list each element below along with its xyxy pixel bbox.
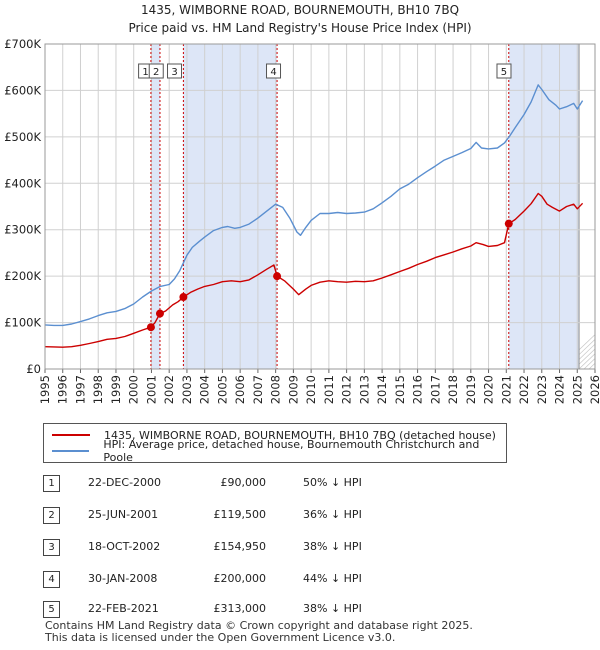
legend-label-property: 1435, WIMBORNE ROAD, BOURNEMOUTH, BH10 7… <box>104 428 496 442</box>
footer-copyright: Contains HM Land Registry data © Crown c… <box>45 619 473 632</box>
x-tick-label: 2008 <box>269 375 283 404</box>
row-price: £90,000 <box>220 476 267 489</box>
table-row: 5 22-FEB-2021 £313,000 38% ↓ HPI <box>43 598 513 618</box>
projection-hatch <box>583 358 596 369</box>
sale-number-label: 1 <box>142 67 148 78</box>
sale-number-label: 4 <box>270 67 276 78</box>
x-tick-label: 1997 <box>73 375 87 404</box>
x-tick-label: 1998 <box>91 375 105 404</box>
x-tick-label: 2002 <box>162 375 176 404</box>
row-hpi-diff: 50% ↓ HPI <box>303 476 362 489</box>
y-tick-label: £0 <box>26 362 41 376</box>
x-tick-label: 2003 <box>180 375 194 404</box>
x-tick-label: 2017 <box>428 375 442 404</box>
x-tick-label: 2007 <box>251 375 265 404</box>
x-tick-label: 2014 <box>375 375 389 404</box>
x-tick-label: 2000 <box>127 375 141 404</box>
x-tick-label: 2021 <box>499 375 513 404</box>
sale-number-label: 2 <box>153 67 159 78</box>
row-date: 22-DEC-2000 <box>88 476 162 489</box>
x-tick-label: 2023 <box>535 375 549 404</box>
y-tick-label: £700K <box>4 37 41 51</box>
x-tick-label: 2011 <box>322 375 336 404</box>
hpi-line <box>44 84 584 327</box>
table-row: 1 22-DEC-2000 £90,000 50% ↓ HPI <box>43 472 513 492</box>
x-tick-label: 2005 <box>215 375 229 404</box>
sale-point <box>155 309 164 318</box>
x-tick-label: 2025 <box>570 375 584 404</box>
x-tick-label: 2010 <box>304 375 318 404</box>
x-tick-label: 2012 <box>340 375 354 404</box>
y-tick-label: £500K <box>4 130 41 144</box>
sale-number-box <box>266 63 282 79</box>
row-number-badge: 2 <box>43 507 60 524</box>
x-tick-label: 2015 <box>393 375 407 404</box>
row-number-badge: 5 <box>43 601 60 618</box>
x-tick-label: 2004 <box>198 375 212 404</box>
row-hpi-diff: 44% ↓ HPI <box>303 572 362 585</box>
footer-license: This data is licensed under the Open Gov… <box>45 631 396 644</box>
row-price: £200,000 <box>213 572 267 585</box>
sale-number-label: 3 <box>171 67 177 78</box>
row-hpi-diff: 36% ↓ HPI <box>303 508 362 521</box>
y-tick-label: £400K <box>4 176 41 190</box>
y-tick-label: £100K <box>4 316 41 330</box>
x-tick-label: 2026 <box>588 375 600 404</box>
legend-swatch-blue <box>52 450 90 452</box>
legend-item-hpi: HPI: Average price, detached house, Bour… <box>52 438 506 464</box>
x-tick-label: 2009 <box>286 375 300 404</box>
row-date: 25-JUN-2001 <box>88 508 159 521</box>
table-row: 3 18-OCT-2002 £154,950 38% ↓ HPI <box>43 536 513 556</box>
row-number-badge: 4 <box>43 571 60 588</box>
sale-number-box <box>148 63 164 79</box>
legend: 1435, WIMBORNE ROAD, BOURNEMOUTH, BH10 7… <box>43 423 507 464</box>
row-price: £313,000 <box>213 602 267 615</box>
x-tick-label: 2013 <box>357 375 371 404</box>
row-hpi-diff: 38% ↓ HPI <box>303 602 362 615</box>
x-tick-label: 1999 <box>109 375 123 404</box>
sale-point <box>273 272 282 281</box>
x-tick-label: 2006 <box>233 375 247 404</box>
table-row: 4 30-JAN-2008 £200,000 44% ↓ HPI <box>43 568 513 588</box>
x-tick-label: 2019 <box>464 375 478 404</box>
x-tick-label: 2020 <box>482 375 496 404</box>
x-tick-label: 2001 <box>144 375 158 404</box>
sale-point <box>179 293 188 302</box>
row-price: £119,500 <box>213 508 267 521</box>
row-hpi-diff: 38% ↓ HPI <box>303 540 362 553</box>
row-number-badge: 3 <box>43 539 60 556</box>
x-tick-label: 1996 <box>56 375 70 404</box>
ownership-span <box>150 44 160 369</box>
y-tick-label: £600K <box>4 83 41 97</box>
sale-number-label: 5 <box>501 67 507 78</box>
x-tick-label: 2016 <box>411 375 425 404</box>
x-tick-label: 2022 <box>517 375 531 404</box>
legend-item-property: 1435, WIMBORNE ROAD, BOURNEMOUTH, BH10 7… <box>52 428 496 442</box>
ownership-span <box>183 44 278 369</box>
projection-hatch <box>579 353 596 369</box>
sale-number-box <box>167 63 183 79</box>
row-number-badge: 1 <box>43 475 60 492</box>
chart-title: 1435, WIMBORNE ROAD, BOURNEMOUTH, BH10 7… <box>141 3 459 17</box>
row-date: 22-FEB-2021 <box>88 602 159 615</box>
x-tick-label: 1995 <box>38 375 52 404</box>
legend-label-hpi: HPI: Average price, detached house, Bour… <box>103 438 480 464</box>
plot-frame <box>44 43 596 370</box>
row-price: £154,950 <box>213 540 267 553</box>
footer-attribution: Contains HM Land Registry data © Crown c… <box>45 620 473 644</box>
sale-point <box>146 323 155 332</box>
row-date: 30-JAN-2008 <box>88 572 158 585</box>
x-tick-label: 2024 <box>553 375 567 404</box>
sale-point <box>504 219 513 228</box>
row-date: 18-OCT-2002 <box>88 540 161 553</box>
price-chart: 1435, WIMBORNE ROAD, BOURNEMOUTH, BH10 7… <box>4 3 600 404</box>
x-tick-label: 2018 <box>446 375 460 404</box>
legend-swatch-red <box>52 434 90 436</box>
property-price-line <box>44 192 584 348</box>
chart-subtitle: Price paid vs. HM Land Registry's House … <box>128 21 471 35</box>
sale-number-box <box>496 63 512 79</box>
y-tick-label: £300K <box>4 223 41 237</box>
table-row: 2 25-JUN-2001 £119,500 36% ↓ HPI <box>43 504 513 524</box>
y-tick-label: £200K <box>4 269 41 283</box>
